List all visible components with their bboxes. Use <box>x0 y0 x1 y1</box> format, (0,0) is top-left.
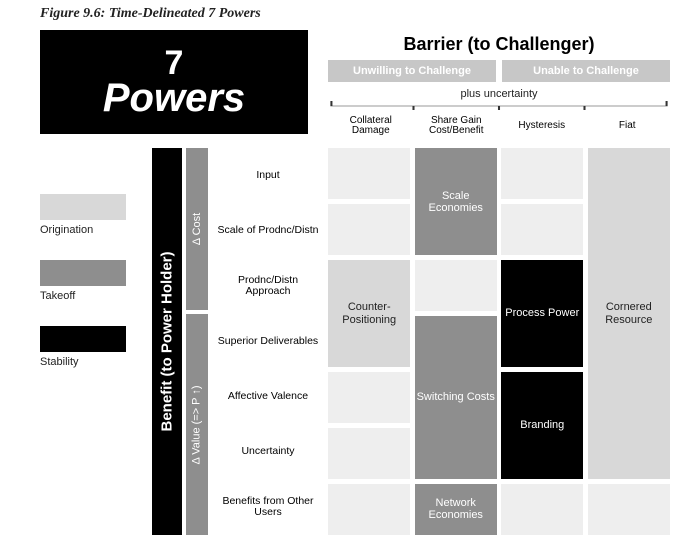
barrier-sub-headers: Unwilling to Challenge Unable to Challen… <box>328 60 670 82</box>
column-headers: Collateral Damage Share Gain Cost/Benefi… <box>328 110 670 142</box>
sub-header-unwilling: Unwilling to Challenge <box>328 60 496 82</box>
legend-label: Origination <box>40 224 140 236</box>
benefit-axis: Benefit (to Power Holder) <box>152 148 182 535</box>
stage-legend: Origination Takeoff Stability <box>40 194 140 392</box>
legend-label: Stability <box>40 356 140 368</box>
bracket-icon <box>328 100 670 110</box>
sub-header-unable: Unable to Challenge <box>502 60 670 82</box>
col-header: Fiat <box>585 110 671 142</box>
benefit-axis-label: Benefit (to Power Holder) <box>159 251 176 431</box>
row-label: Benefits from Other Users <box>214 480 322 535</box>
empty-cell <box>328 428 410 479</box>
empty-cell <box>328 372 410 423</box>
legend-swatch <box>40 260 126 286</box>
plus-uncertainty-label: plus uncertainty <box>328 88 670 100</box>
power-cell: Counter-Positioning <box>328 260 410 367</box>
row-label: Affective Valence <box>214 369 322 424</box>
legend-swatch <box>40 194 126 220</box>
title-line-2: Powers <box>103 79 245 117</box>
empty-cell <box>501 484 583 535</box>
row-label: Superior Deliverables <box>214 314 322 369</box>
power-cell: Switching Costs <box>415 316 497 479</box>
matrix-grid: Scale EconomiesCounter-PositioningSwitch… <box>328 148 670 535</box>
row-label: Scale of Prodnc/Distn <box>214 203 322 258</box>
empty-cell <box>415 260 497 311</box>
legend-item: Origination <box>40 194 140 236</box>
diagram-frame: 7 Powers Barrier (to Challenger) Unwilli… <box>40 30 670 535</box>
row-labels: InputScale of Prodnc/DistnProdnc/Distn A… <box>214 148 322 535</box>
delta-value-label: Δ Value (=> P ↑) <box>191 385 203 464</box>
delta-value-axis: Δ Value (=> P ↑) <box>186 314 208 535</box>
power-cell: Cornered Resource <box>588 148 670 479</box>
row-label: Uncertainty <box>214 424 322 479</box>
legend-item: Stability <box>40 326 140 368</box>
legend-label: Takeoff <box>40 290 140 302</box>
delta-cost-label: Δ Cost <box>191 213 203 245</box>
title-block: 7 Powers <box>40 30 308 134</box>
col-header: Collateral Damage <box>328 110 414 142</box>
col-header: Hysteresis <box>499 110 585 142</box>
empty-cell <box>328 484 410 535</box>
barrier-header: Barrier (to Challenger) <box>328 34 670 55</box>
delta-cost-axis: Δ Cost <box>186 148 208 310</box>
empty-cell <box>501 148 583 199</box>
empty-cell <box>328 204 410 255</box>
power-cell: Branding <box>501 372 583 479</box>
empty-cell <box>328 148 410 199</box>
row-label: Prodnc/Distn Approach <box>214 259 322 314</box>
row-label: Input <box>214 148 322 203</box>
empty-cell <box>501 204 583 255</box>
legend-item: Takeoff <box>40 260 140 302</box>
legend-swatch <box>40 326 126 352</box>
col-header: Share Gain Cost/Benefit <box>414 110 500 142</box>
power-cell: Scale Economies <box>415 148 497 255</box>
power-cell: Process Power <box>501 260 583 367</box>
empty-cell <box>588 484 670 535</box>
power-cell: Network Economies <box>415 484 497 535</box>
figure-caption: Figure 9.6: Time-Delineated 7 Powers <box>40 6 261 22</box>
title-line-1: 7 <box>165 47 184 79</box>
